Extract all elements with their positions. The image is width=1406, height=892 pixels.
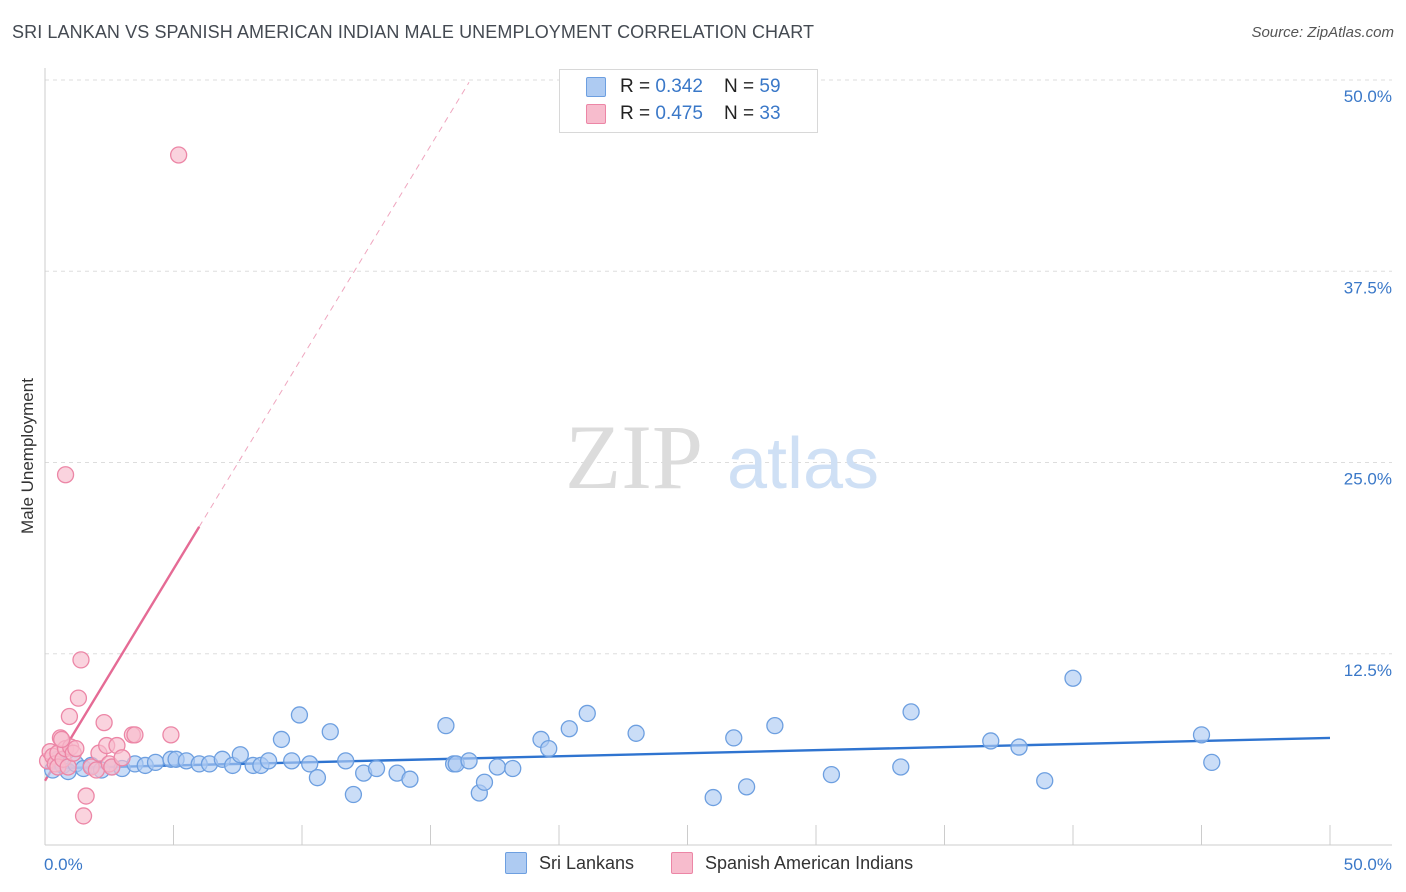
data-point <box>53 730 71 749</box>
bottom-legend-swatch-blue <box>505 852 527 874</box>
data-point <box>488 758 506 776</box>
data-point <box>892 758 910 776</box>
bottom-legend-label: Sri Lankans <box>539 852 635 873</box>
data-point <box>504 759 522 778</box>
x-tick-label-min: 0.0% <box>44 855 83 874</box>
watermark-zip: ZIP <box>565 406 703 508</box>
data-point <box>627 724 645 742</box>
data-point <box>321 723 339 741</box>
gridlines <box>45 79 1392 655</box>
data-point <box>437 717 455 735</box>
tick-labels: 12.5% 25.0% 37.5% 50.0% 0.0% 50.0% <box>44 87 1392 874</box>
legend-r-value: 0.475 <box>655 103 703 124</box>
correlation-legend: R = 0.342 N = 59 R = 0.475 N = 33 <box>559 69 818 133</box>
watermark: ZIP atlas <box>565 406 879 508</box>
data-point <box>337 752 355 770</box>
data-point <box>1064 669 1082 687</box>
data-point <box>126 726 144 744</box>
data-points <box>38 146 1221 825</box>
data-point <box>1036 772 1054 790</box>
data-point <box>725 729 743 747</box>
legend-n-label: N = <box>724 103 760 124</box>
legend-r-label: R = <box>620 76 656 97</box>
data-point <box>766 717 784 735</box>
data-point <box>982 732 1000 750</box>
data-point <box>560 720 578 738</box>
data-point <box>67 739 85 758</box>
legend-n-value: 59 <box>759 76 781 97</box>
legend-n-value: 33 <box>759 103 781 124</box>
legend-r-label: R = <box>620 103 656 124</box>
data-point <box>737 778 756 796</box>
source-label: Source: ZipAtlas.com <box>1251 24 1394 41</box>
y-tick-label: 37.5% <box>1344 278 1392 297</box>
series-spanish-american-indians <box>38 146 188 825</box>
data-point <box>475 773 494 791</box>
data-point <box>902 703 920 721</box>
data-point <box>290 706 309 724</box>
data-point <box>822 765 841 784</box>
legend-r-value: 0.342 <box>655 76 703 97</box>
data-point <box>146 753 165 772</box>
bottom-legend-swatch-pink <box>671 852 693 874</box>
bottom-legend-spanish-american-indians: Spanish American Indians <box>671 852 913 874</box>
data-point <box>704 788 722 807</box>
data-point <box>259 752 278 770</box>
legend-n-label: N = <box>724 76 760 97</box>
bottom-legend-label: Spanish American Indians <box>705 852 914 873</box>
legend-swatch-blue <box>586 77 606 97</box>
data-point <box>231 746 249 764</box>
data-point <box>1192 726 1211 744</box>
trend-line-extension-pink <box>198 82 470 528</box>
legend-swatch-pink <box>586 104 606 124</box>
data-point <box>301 755 319 773</box>
data-point <box>344 785 363 804</box>
data-point <box>169 146 188 164</box>
data-point <box>162 726 180 744</box>
data-point <box>113 749 131 767</box>
data-point <box>1010 738 1028 756</box>
data-point <box>540 739 558 758</box>
y-tick-label: 12.5% <box>1344 661 1392 680</box>
data-point <box>56 466 75 484</box>
watermark-atlas: atlas <box>727 424 879 504</box>
bottom-legend-sri-lankans: Sri Lankans <box>505 852 634 874</box>
data-point <box>74 807 93 825</box>
data-point <box>367 759 386 778</box>
x-tick-label-max: 50.0% <box>1344 855 1392 874</box>
data-point <box>77 787 95 805</box>
data-point <box>578 704 596 723</box>
axes <box>44 68 1392 846</box>
trend-line-pink <box>43 526 201 782</box>
data-point <box>1203 753 1221 772</box>
data-point <box>283 752 301 770</box>
chart-title: SRI LANKAN VS SPANISH AMERICAN INDIAN MA… <box>12 22 815 42</box>
data-point <box>308 769 327 787</box>
series-sri-lankans <box>44 669 1221 807</box>
data-point <box>72 651 90 669</box>
data-point <box>60 707 79 726</box>
data-point <box>272 730 291 749</box>
data-point <box>69 689 88 707</box>
y-tick-label: 25.0% <box>1344 470 1392 489</box>
data-point <box>95 713 113 732</box>
y-tick-label: 50.0% <box>1344 87 1392 106</box>
data-point <box>401 770 419 788</box>
data-point <box>460 752 478 770</box>
